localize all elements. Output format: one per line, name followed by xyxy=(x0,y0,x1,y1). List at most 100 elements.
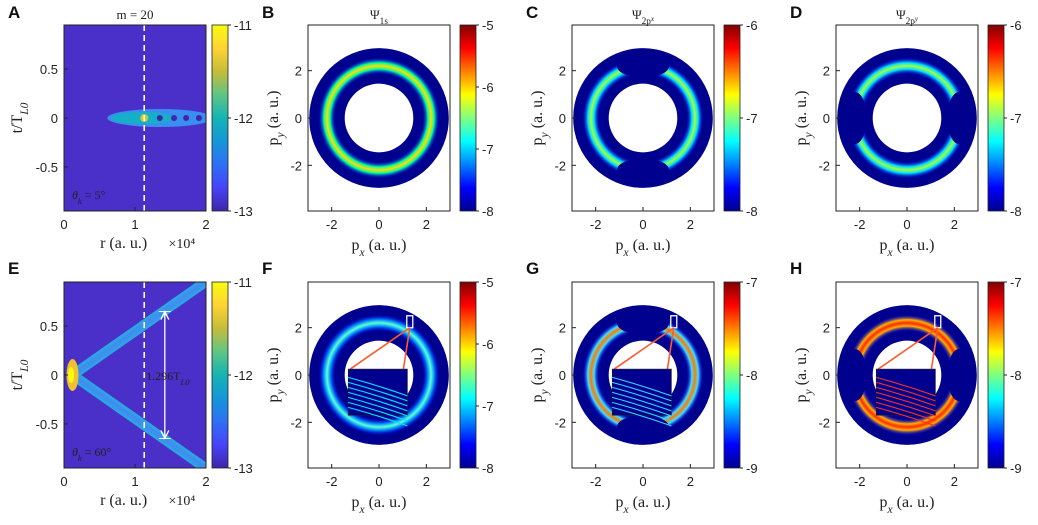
panel-f-zoom-arrow-right xyxy=(402,327,411,370)
panel-g-fringe-6 xyxy=(612,406,672,427)
panel-c-letter: C xyxy=(526,3,538,22)
panel-h-xlabel-part: p xyxy=(880,494,888,511)
panel-a-xlabel: r (a. u.) xyxy=(100,235,147,252)
panel-a-yticklabel: -0.5 xyxy=(36,160,58,175)
panel-g-node-1 xyxy=(616,415,670,439)
panel-e-cb-ticklabel: -13 xyxy=(234,461,253,476)
panel-g-yticklabel: 0 xyxy=(559,368,566,383)
panel-b-xticklabel: -2 xyxy=(326,217,338,232)
panel-e-theta-annotation-part: = 60° xyxy=(82,445,112,459)
panel-f-yticklabel: 2 xyxy=(295,321,302,336)
panel-a-colorbar xyxy=(211,24,229,212)
panel-f-ylabel: py (a. u.) xyxy=(265,348,287,403)
panel-b-ylabel: py (a. u.) xyxy=(265,91,287,146)
panel-f-yticklabel: -2 xyxy=(290,415,302,430)
panel-f-fringe-6 xyxy=(348,406,408,427)
panel-h-letter: H xyxy=(790,259,802,278)
panel-d-xlabel-part: (a. u.) xyxy=(893,237,935,254)
panel-a-plume-dot-3 xyxy=(195,115,202,121)
panel-e-ylabel: t/TL0 xyxy=(9,359,31,390)
panel-f-fringe-3 xyxy=(348,391,408,412)
panel-d-ylabel: py (a. u.) xyxy=(793,91,815,146)
panel-d-yticklabel: 2 xyxy=(823,64,830,79)
panel-g-cb-ticklabel: -7 xyxy=(746,275,758,290)
panel-d-colorbar xyxy=(987,24,1005,212)
panel-g-zoom-arrow-left xyxy=(613,327,675,370)
panel-e-origin-peak xyxy=(68,367,75,383)
panel-h-zoom-arrow-left xyxy=(877,327,939,370)
panel-g-xticklabel: -2 xyxy=(590,474,602,489)
panel-b-cb-ticklabel: -6 xyxy=(482,80,494,95)
panel-b-cb-ticklabel: -5 xyxy=(482,18,494,33)
panel-f-fringe-4 xyxy=(348,396,408,417)
panel-a-theta-annotation-part: = 5° xyxy=(82,188,106,202)
panel-g-xlabel-part: p xyxy=(616,494,624,511)
panel-f-fringe-2 xyxy=(348,386,408,407)
panel-b-cb-ticklabel: -8 xyxy=(482,204,494,219)
panel-h-yticklabel: -2 xyxy=(818,415,830,430)
panel-d-letter: D xyxy=(790,3,802,22)
panel-f-letter: F xyxy=(262,259,272,278)
panel-a-title: m = 20 xyxy=(117,7,154,22)
panel-e-yticklabel: -0.5 xyxy=(36,417,58,432)
panel-f-fringe-1 xyxy=(348,381,408,402)
panel-d-title-part: Ψ xyxy=(896,7,906,22)
panel-h-node-1 xyxy=(947,348,971,402)
panel-g-xlabel-part: x xyxy=(623,504,630,516)
panel-f-cb-ticklabel: -6 xyxy=(482,337,494,352)
panel-a-theta-annotation: θk = 5° xyxy=(72,188,106,206)
panel-e-cb-ticklabel: -11 xyxy=(234,275,252,290)
panel-b-xticklabel: 2 xyxy=(423,217,430,232)
panel-a-ylabel-part: t/T xyxy=(9,115,26,134)
panel-a-theta-annotation-part: θ xyxy=(72,188,78,202)
panel-h-node-0 xyxy=(843,348,867,402)
panel-a-plume-dot-0 xyxy=(156,115,163,121)
panel-c-colorbar xyxy=(723,24,741,212)
panel-g-ylabel-part: y xyxy=(539,388,551,395)
panel-a-yticklabel: 0 xyxy=(51,111,58,126)
panel-b-letter: B xyxy=(262,3,274,22)
panel-f-ylabel-part: p xyxy=(265,394,282,402)
panel-c-xticklabel: -2 xyxy=(590,217,602,232)
panel-e-xticklabel: 2 xyxy=(202,474,209,489)
panel-b-ylabel-part: (a. u.) xyxy=(265,91,282,133)
panel-e-yticklabel: 0 xyxy=(51,368,58,383)
panel-a-xticklabel: 1 xyxy=(131,217,138,232)
panel-h-cb-ticklabel: -9 xyxy=(1010,461,1022,476)
panel-d-xticklabel: -2 xyxy=(854,217,866,232)
panel-h-fringe-3 xyxy=(876,391,936,412)
panel-e-xlabel: r (a. u.) xyxy=(100,492,147,509)
panel-e-ylabel-part: L0 xyxy=(19,359,31,372)
panel-c-node-1 xyxy=(616,158,670,182)
panel-a-cb-ticklabel: -11 xyxy=(234,18,252,33)
panel-c-xlabel: px (a. u.) xyxy=(616,237,671,259)
panel-h-ylabel: py (a. u.) xyxy=(793,348,815,403)
panel-h-yticklabel: 2 xyxy=(823,321,830,336)
panel-g-fringe-4 xyxy=(612,396,672,417)
panel-g-ylabel: py (a. u.) xyxy=(529,348,551,403)
panel-g-xticklabel: 0 xyxy=(639,474,646,489)
panel-a-xexponent: ×10⁴ xyxy=(168,237,195,252)
panel-g-node-0 xyxy=(616,311,670,335)
panel-b-title-part: Ψ xyxy=(370,7,380,22)
panel-c-cb-ticklabel: -7 xyxy=(746,111,758,126)
panel-d-title: Ψ2py xyxy=(896,7,919,27)
panel-a-yticklabel: 0.5 xyxy=(40,62,58,77)
panel-h-colorbar xyxy=(987,281,1005,469)
panel-b-cb-ticklabel: -7 xyxy=(482,142,494,157)
panel-g-fringe-2 xyxy=(612,386,672,407)
panel-h-xticklabel: -2 xyxy=(854,474,866,489)
panel-e-plot xyxy=(66,282,206,468)
panel-e-theta-annotation-part: θ xyxy=(72,445,78,459)
panel-h-fringe-2 xyxy=(876,386,936,407)
panel-c-ylabel-part: p xyxy=(529,137,546,145)
panel-d-cb-ticklabel: -8 xyxy=(1010,204,1022,219)
panel-c-title-subsub: x xyxy=(650,15,655,23)
panel-e-interval-label-part: L0 xyxy=(179,377,190,387)
panel-f-xlabel-part: p xyxy=(352,494,360,511)
panel-g-xticklabel: 2 xyxy=(687,474,694,489)
panel-b-xlabel-part: p xyxy=(352,237,360,254)
panel-c-cb-ticklabel: -8 xyxy=(746,204,758,219)
